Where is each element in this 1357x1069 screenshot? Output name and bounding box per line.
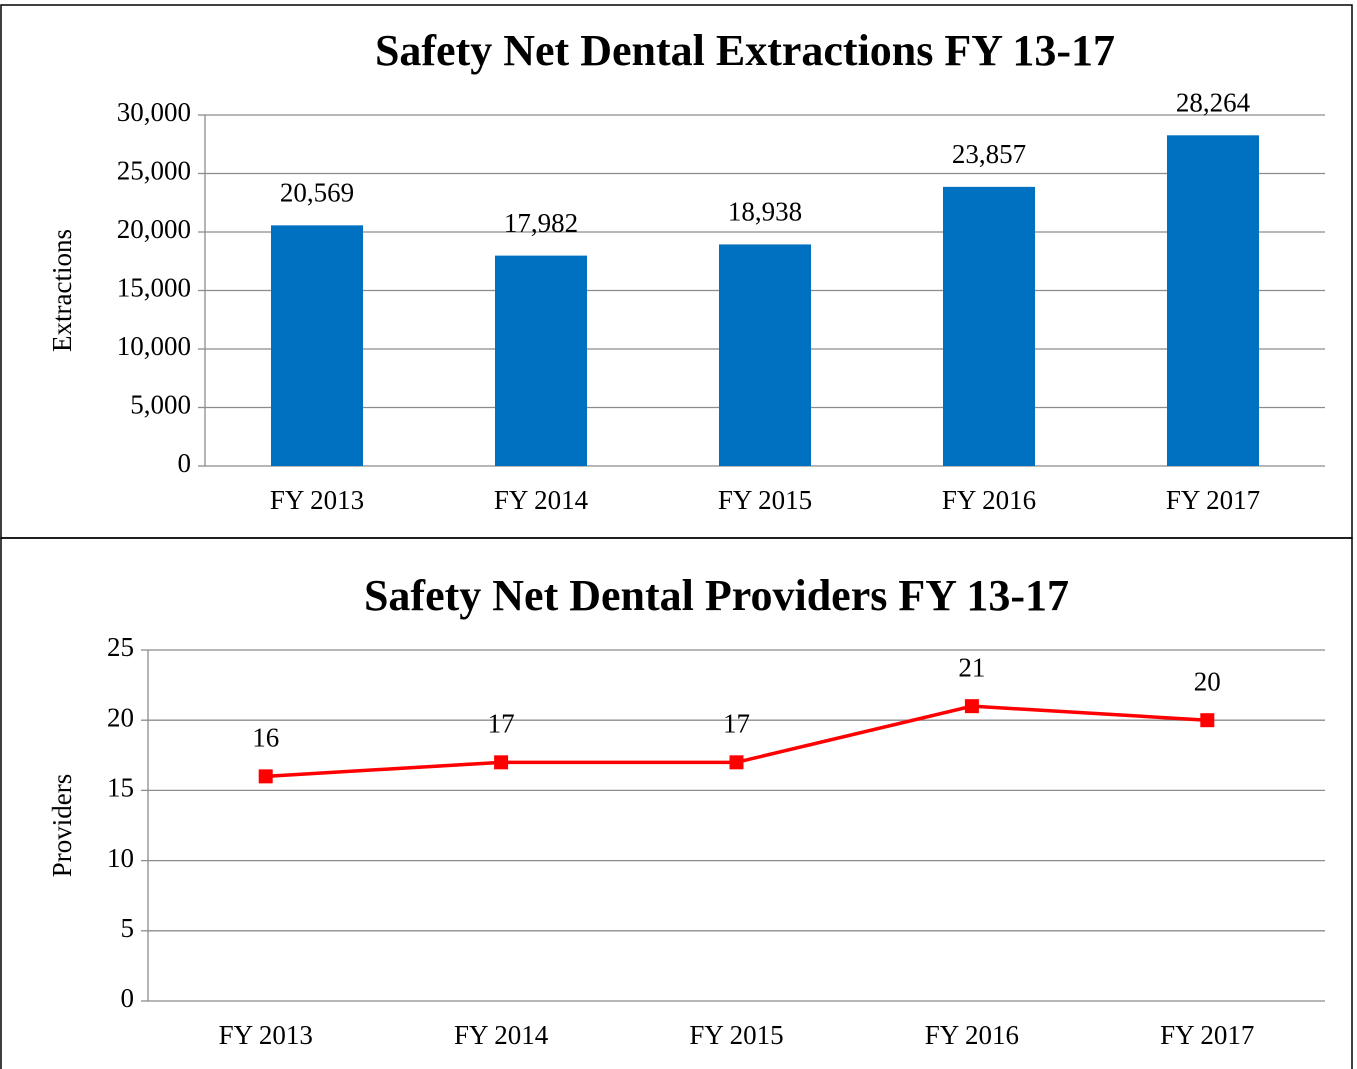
y-tick-label: 15,000 <box>117 273 191 303</box>
data-label: 20 <box>1194 666 1221 696</box>
marker <box>964 699 979 714</box>
x-tick-label: FY 2015 <box>689 1020 783 1050</box>
y-axis-label: Extractions <box>47 229 77 352</box>
y-tick-label: 25 <box>107 632 134 662</box>
data-label: 21 <box>958 652 985 682</box>
data-label: 23,857 <box>952 139 1026 169</box>
x-tick-label: FY 2014 <box>454 1020 549 1050</box>
data-label: 28,264 <box>1176 88 1251 118</box>
chart-title: Safety Net Dental Providers FY 13-17 <box>364 571 1069 620</box>
y-tick-label: 0 <box>178 448 192 478</box>
x-tick-label: FY 2015 <box>718 485 812 515</box>
y-tick-label: 25,000 <box>117 156 191 186</box>
marker <box>258 769 273 784</box>
chart-frame <box>0 537 1353 1069</box>
x-tick-label: FY 2014 <box>494 485 589 515</box>
x-tick-label: FY 2013 <box>270 485 364 515</box>
y-tick-label: 30,000 <box>117 97 191 127</box>
data-label: 17 <box>488 709 515 739</box>
bar <box>1167 135 1259 466</box>
y-tick-label: 20,000 <box>117 214 191 244</box>
x-tick-label: FY 2016 <box>942 485 1036 515</box>
bar <box>719 244 811 466</box>
y-tick-label: 5,000 <box>130 390 191 420</box>
data-label: 17 <box>723 709 750 739</box>
bar <box>271 225 363 466</box>
x-tick-label: FY 2017 <box>1160 1020 1254 1050</box>
marker <box>494 755 509 770</box>
y-tick-label: 10 <box>107 843 134 873</box>
data-label: 18,938 <box>728 197 802 227</box>
y-axis-label: Providers <box>47 774 77 878</box>
y-tick-label: 20 <box>107 702 134 732</box>
x-tick-label: FY 2017 <box>1166 485 1260 515</box>
x-tick-label: FY 2016 <box>925 1020 1019 1050</box>
marker <box>729 755 744 770</box>
y-tick-label: 15 <box>107 773 134 803</box>
bar <box>943 186 1035 466</box>
data-label: 17,982 <box>504 208 578 238</box>
y-tick-label: 0 <box>121 983 135 1013</box>
data-label: 16 <box>252 723 279 753</box>
chart-frame <box>0 4 1353 539</box>
y-tick-label: 10,000 <box>117 331 191 361</box>
marker <box>1200 713 1215 728</box>
data-label: 20,569 <box>280 178 354 208</box>
y-tick-label: 5 <box>121 913 135 943</box>
chart-title: Safety Net Dental Extractions FY 13-17 <box>375 26 1115 75</box>
bar <box>495 255 587 466</box>
x-tick-label: FY 2013 <box>219 1020 313 1050</box>
